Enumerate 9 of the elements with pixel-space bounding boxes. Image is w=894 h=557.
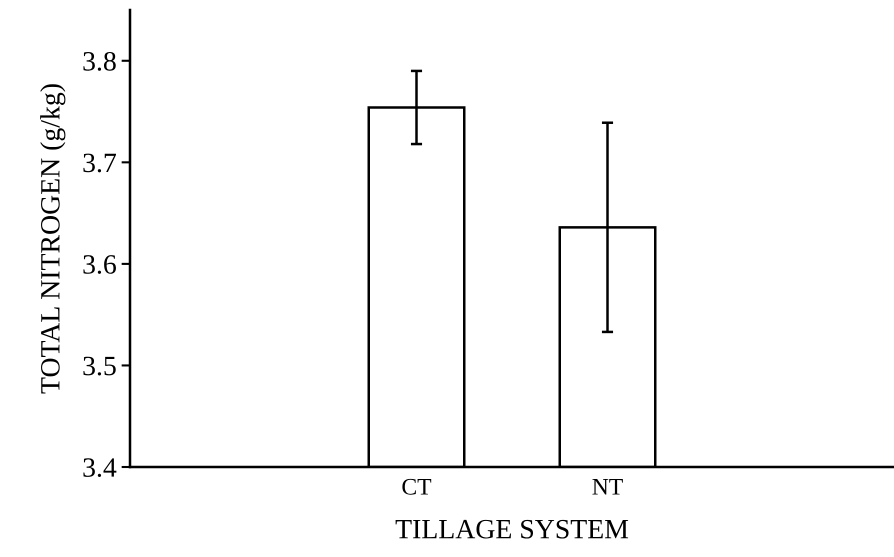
y-tick-label: 3.6: [83, 255, 116, 274]
x-tick-label: CT: [402, 478, 432, 495]
y-tick-label: 3.7: [83, 154, 116, 172]
y-tick-label: 3.8: [83, 52, 116, 71]
y-tick-label: 3.4: [83, 458, 116, 478]
y-tick-label: 3.5: [83, 356, 116, 376]
y-axis-title: TOTAL NITROGEN (g/kg): [40, 84, 66, 394]
x-axis-title: TILLAGE SYSTEM: [396, 520, 628, 539]
x-tick-label: NT: [592, 479, 623, 494]
